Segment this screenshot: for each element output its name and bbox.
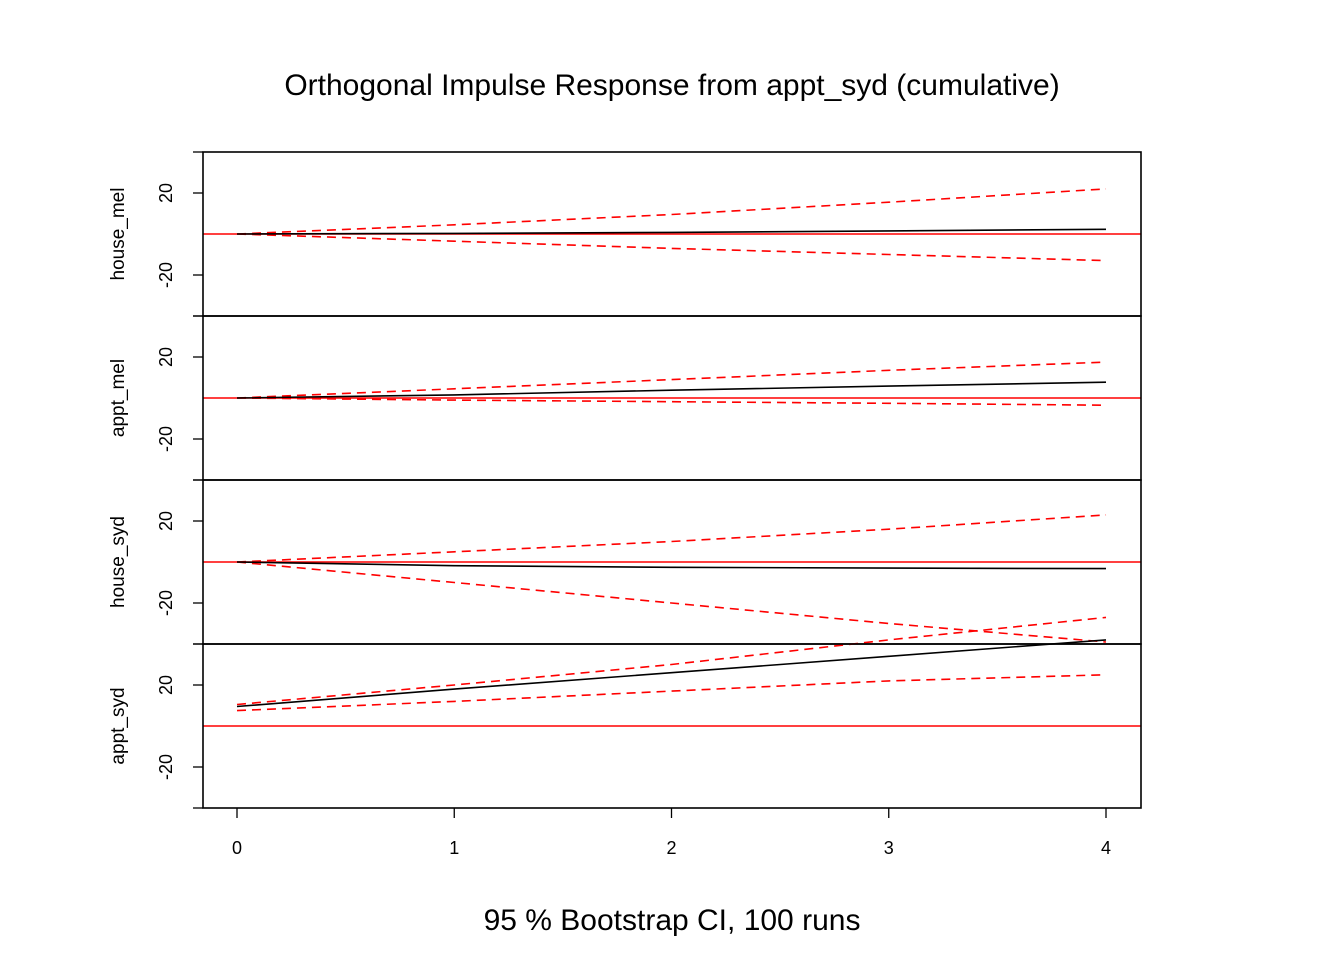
y-tick-label: 20 [156, 183, 176, 203]
y-tick-label: 20 [156, 675, 176, 695]
ci-upper-line [236, 361, 1107, 399]
chart-subtitle: 95 % Bootstrap CI, 100 runs [484, 904, 861, 937]
ci-upper-line [236, 616, 1107, 706]
ci-lower-line [236, 561, 1107, 643]
chart-title: Orthogonal Impulse Response from appt_sy… [284, 69, 1059, 102]
panels-group: 20 -20 house_mel 20 -20 appt_mel 20 -20 house_sy… [108, 151, 1142, 809]
response-line [236, 228, 1107, 235]
ci-upper-line [236, 514, 1107, 563]
panel-appt_syd: 20 -20 appt_syd [108, 616, 1142, 809]
y-tick-label: 20 [156, 511, 176, 531]
x-axis: 0 1 2 3 4 [232, 808, 1111, 858]
ci-upper-line [236, 188, 1107, 235]
panel-label-appt_syd: appt_syd [108, 687, 129, 764]
response-line [236, 561, 1107, 570]
x-tick-label: 2 [666, 838, 676, 858]
panel-house_syd: 20 -20 house_syd [108, 479, 1142, 645]
panel-label-house_syd: house_syd [108, 516, 129, 608]
y-tick-label: -20 [156, 754, 176, 780]
response-line [236, 381, 1107, 399]
y-tick-label: -20 [156, 262, 176, 288]
x-tick-label: 4 [1101, 838, 1111, 858]
x-tick-label: 3 [884, 838, 894, 858]
panel-label-appt_mel: appt_mel [108, 359, 129, 437]
panel-label-house_mel: house_mel [108, 188, 129, 281]
ci-lower-line [236, 397, 1107, 406]
panel-appt_mel: 20 -20 appt_mel [108, 315, 1142, 481]
x-tick-label: 0 [232, 838, 242, 858]
ci-lower-line [236, 233, 1107, 262]
y-tick-label: -20 [156, 426, 176, 452]
y-tick-label: 20 [156, 347, 176, 367]
x-tick-label: 1 [449, 838, 459, 858]
y-tick-label: -20 [156, 590, 176, 616]
response-line [236, 639, 1107, 708]
ci-lower-line [236, 674, 1107, 712]
panel-house_mel: 20 -20 house_mel [108, 151, 1142, 317]
